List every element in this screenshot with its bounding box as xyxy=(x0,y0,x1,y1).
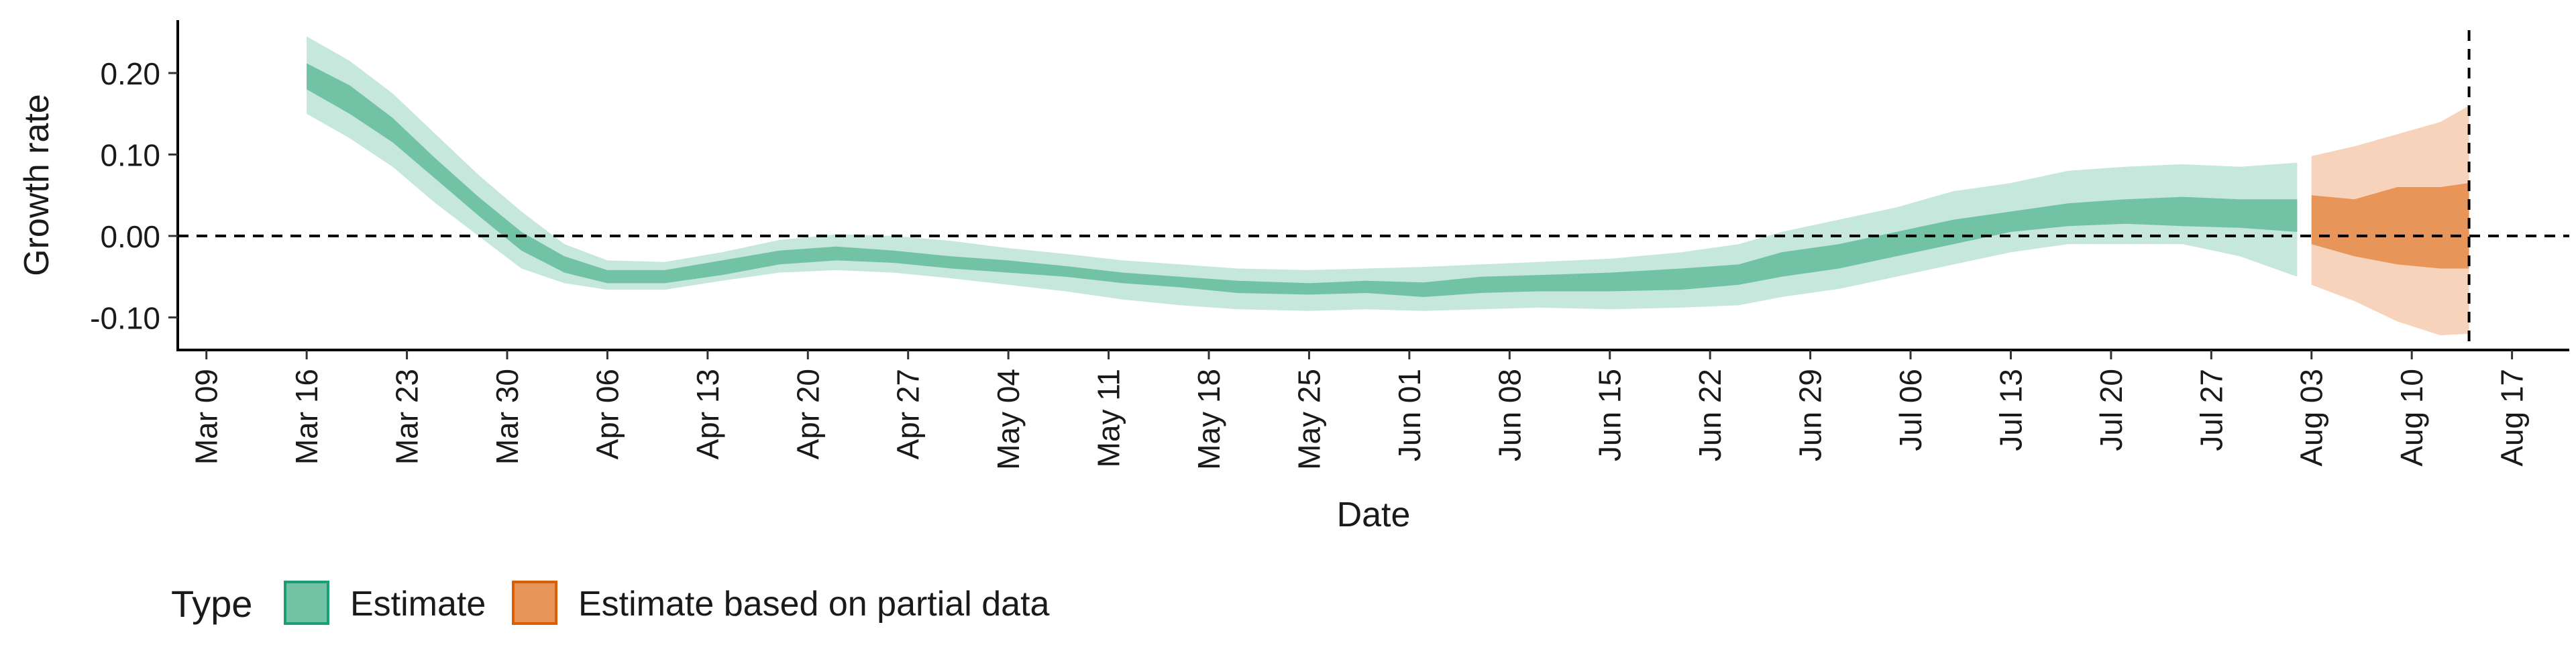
bands-layer xyxy=(307,36,2469,336)
x-tick-label: Apr 27 xyxy=(891,369,926,460)
y-tick-label: 0.00 xyxy=(100,219,160,254)
x-tick-label: Mar 30 xyxy=(490,369,525,465)
x-tick-label: Mar 23 xyxy=(390,369,425,465)
x-tick-label: May 11 xyxy=(1091,369,1126,467)
band-inner-partial xyxy=(2311,183,2469,269)
y-axis-title: Growth rate xyxy=(17,94,56,276)
x-tick-label: Jun 08 xyxy=(1492,369,1527,461)
x-tick-label: Aug 10 xyxy=(2394,369,2429,467)
legend-title: Type xyxy=(171,583,252,625)
x-tick-label: Jul 06 xyxy=(1893,369,1928,451)
y-tick-label: 0.10 xyxy=(100,137,160,172)
legend-label-estimate: Estimate xyxy=(350,585,486,624)
x-tick-label: May 25 xyxy=(1291,369,1326,470)
x-tick-label: May 18 xyxy=(1191,369,1226,470)
x-tick-label: Mar 16 xyxy=(289,369,324,465)
x-tick-label: Jun 29 xyxy=(1793,369,1828,461)
legend-swatch-partial xyxy=(512,581,557,625)
x-axis-title: Date xyxy=(1337,495,1411,534)
legend: Type Estimate Estimate based on partial … xyxy=(171,581,1050,625)
x-tick-label: Apr 06 xyxy=(590,369,625,460)
x-tick-label: Apr 13 xyxy=(690,369,725,460)
y-tick-label: -0.10 xyxy=(90,300,160,335)
y-tick-label: 0.20 xyxy=(100,56,160,91)
x-tick-label: Jun 01 xyxy=(1392,369,1427,461)
band-outer-estimate xyxy=(307,36,2298,311)
x-tick-label: Aug 03 xyxy=(2294,369,2329,467)
x-tick-label: Aug 17 xyxy=(2495,369,2530,467)
x-tick-label: Jun 15 xyxy=(1593,369,1627,461)
axes-layer: 0.20 0.10 0.00 -0.10 Mar 09 Mar 16 Mar 23 Mar 3… xyxy=(90,20,2569,470)
legend-label-partial: Estimate based on partial data xyxy=(578,585,1050,624)
x-tick-label: Jun 22 xyxy=(1693,369,1727,461)
x-tick-label: Apr 20 xyxy=(790,369,825,460)
x-tick-label: Jul 13 xyxy=(1993,369,2028,451)
reference-lines-layer xyxy=(178,30,2569,350)
legend-swatch-estimate xyxy=(284,581,329,625)
x-tick-label: Mar 09 xyxy=(189,369,224,465)
x-tick-label: Jul 20 xyxy=(2094,369,2129,451)
x-tick-label: Jul 27 xyxy=(2194,369,2229,451)
x-tick-label: May 04 xyxy=(991,369,1026,470)
